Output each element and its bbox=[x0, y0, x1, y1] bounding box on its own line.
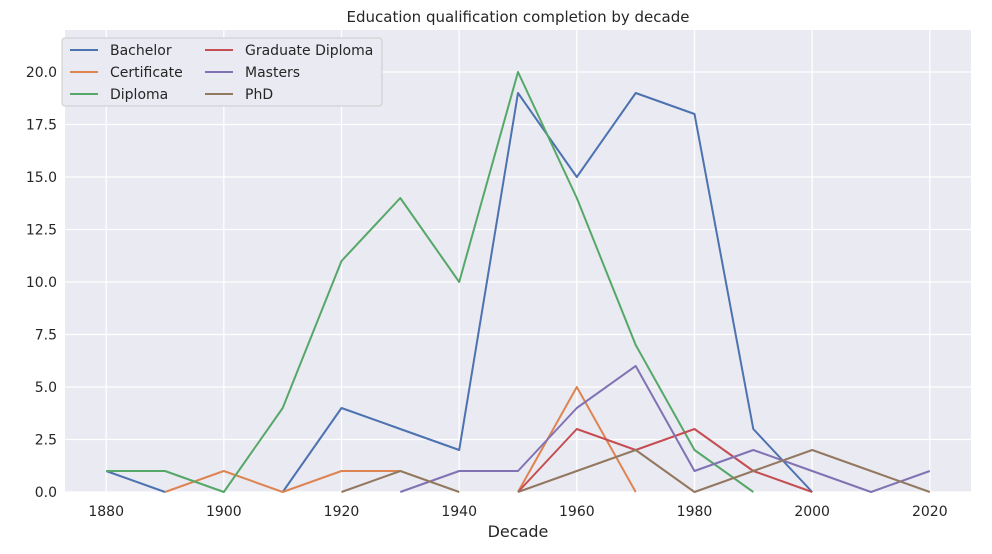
legend-label-graduate-diploma: Graduate Diploma bbox=[245, 43, 373, 59]
y-tick-label: 7.5 bbox=[35, 328, 57, 344]
x-tick-label: 1980 bbox=[677, 504, 713, 520]
series-line-diploma bbox=[106, 71, 754, 493]
y-tick-label: 12.5 bbox=[26, 223, 57, 239]
x-tick-label: 1960 bbox=[559, 504, 595, 520]
x-tick-label: 1920 bbox=[324, 504, 360, 520]
y-tick-label: 5.0 bbox=[35, 380, 57, 396]
legend-label-phd: PhD bbox=[245, 87, 273, 103]
x-tick-label: 1940 bbox=[441, 504, 477, 520]
legend-label-bachelor: Bachelor bbox=[110, 43, 172, 59]
x-tick-label: 2000 bbox=[794, 504, 830, 520]
y-tick-label: 15.0 bbox=[26, 170, 57, 186]
y-tick-label: 0.0 bbox=[35, 485, 57, 501]
grid bbox=[65, 30, 971, 493]
x-tick-label: 1900 bbox=[206, 504, 242, 520]
tick-labels: 1880 1900 1920 1940 1960 1980 2000 2020 0.0 2.5 5.… bbox=[26, 65, 948, 520]
chart-title: Education qualification completion by de… bbox=[347, 8, 690, 26]
x-axis-title: Decade bbox=[488, 522, 549, 541]
series-lines bbox=[105, 71, 931, 493]
legend-label-diploma: Diploma bbox=[110, 87, 168, 103]
y-tick-label: 2.5 bbox=[35, 433, 57, 449]
legend-label-certificate: Certificate bbox=[110, 65, 183, 81]
y-tick-label: 20.0 bbox=[26, 65, 57, 81]
legend: Bachelor Certificate Diploma Graduate Diplo… bbox=[61, 37, 383, 107]
y-tick-label: 10.0 bbox=[26, 275, 57, 291]
y-tick-label: 17.5 bbox=[26, 118, 57, 134]
x-tick-label: 1880 bbox=[88, 504, 124, 520]
series-line-masters bbox=[399, 365, 931, 493]
series-line-phd bbox=[341, 449, 931, 493]
plot-area bbox=[65, 30, 971, 492]
legend-label-masters: Masters bbox=[245, 65, 300, 81]
series-line-graduate-diploma bbox=[517, 428, 813, 493]
x-tick-label: 2020 bbox=[912, 504, 948, 520]
